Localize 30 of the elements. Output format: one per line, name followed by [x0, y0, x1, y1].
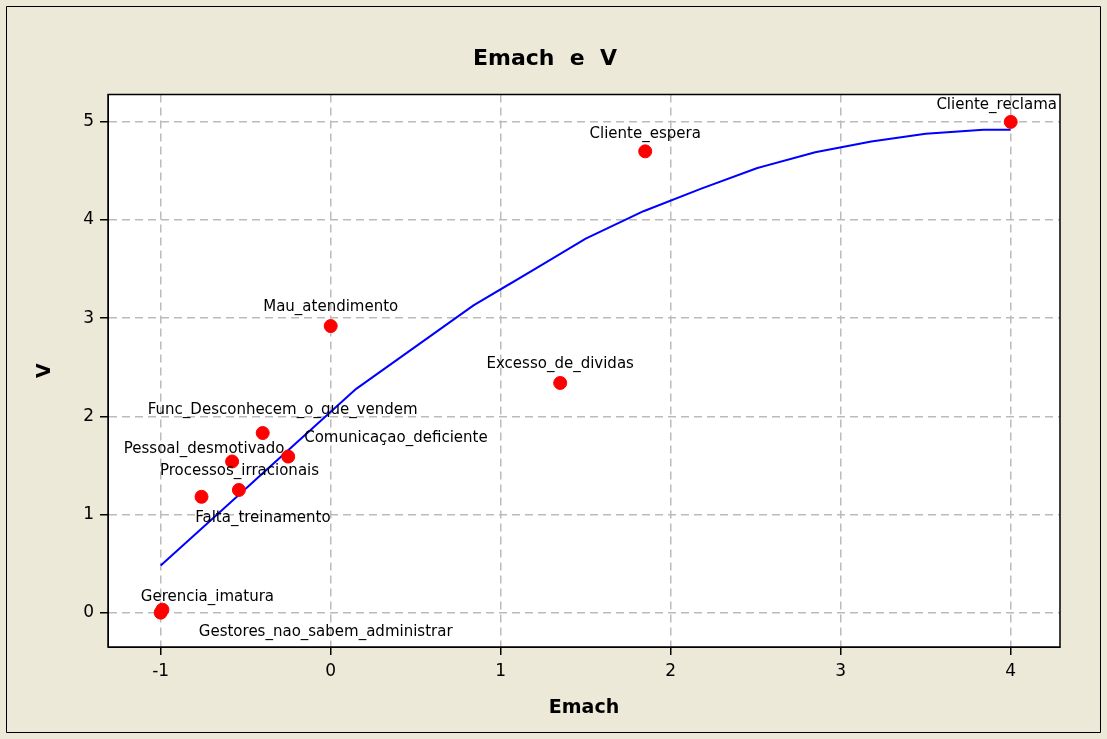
y-tick-label: 1 [83, 502, 94, 523]
point [638, 144, 653, 159]
chart-title: Emach e V [472, 44, 618, 70]
annotation: Gestores_nao_sabem_administrar [198, 621, 454, 641]
annotation: Gerencia_imatura [140, 586, 275, 606]
x-axis-title: Emach [548, 694, 620, 717]
point [553, 375, 568, 390]
y-tick-label: 3 [83, 306, 94, 327]
point [194, 489, 209, 504]
point [231, 482, 246, 497]
point [1003, 114, 1018, 129]
x-tick-label: 0 [325, 659, 337, 680]
x-tick-label: 2 [665, 659, 677, 680]
annotation: Pessoal_desmotivado [123, 439, 285, 459]
point [323, 319, 338, 334]
y-tick-label: 2 [83, 404, 94, 425]
annotation: Comunicaçao_deficiente [304, 428, 488, 448]
x-tick-label: 1 [495, 659, 507, 680]
y-tick-label: 0 [83, 601, 94, 622]
annotation: Cliente_reclama [936, 94, 1058, 114]
x-tick-label: 3 [835, 659, 847, 680]
annotation: Cliente_espera [589, 124, 701, 144]
annotation: Mau_atendimento [263, 296, 399, 316]
point [255, 426, 270, 441]
y-tick-label: 4 [83, 208, 94, 229]
y-tick-label: 5 [83, 110, 94, 131]
annotation: Excesso_de_dividas [486, 353, 635, 373]
x-tick-label: 4 [1005, 659, 1017, 680]
y-axis-title: V [32, 363, 55, 379]
x-tick-label: -1 [152, 659, 170, 680]
